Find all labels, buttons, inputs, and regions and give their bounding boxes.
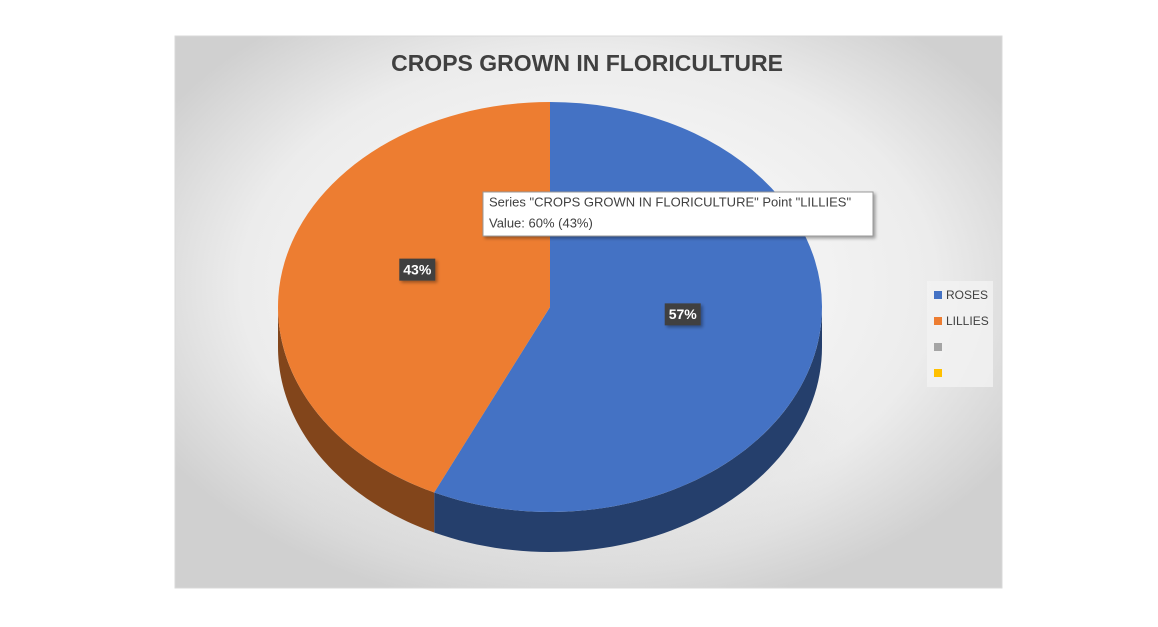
slice-side <box>434 307 822 552</box>
tooltip: Series "CROPS GROWN IN FLORICULTURE" Poi… <box>482 191 874 237</box>
legend-swatch <box>934 291 942 299</box>
data-label: 57% <box>669 306 698 322</box>
slice-side <box>278 307 435 533</box>
tooltip-line: Value: 60% (43%) <box>489 215 593 230</box>
data-labels: 57% 43% <box>399 258 701 326</box>
legend-label: ROSES <box>946 288 988 302</box>
data-label-box <box>664 303 701 326</box>
slice <box>278 102 550 493</box>
data-label-box <box>399 258 436 281</box>
legend-entries: ROSES LILLIES <box>934 288 989 377</box>
legend-label: LILLIES <box>946 314 989 328</box>
tooltip-box <box>482 191 874 237</box>
chart-title: CROPS GROWN IN FLORICULTURE <box>391 50 783 76</box>
tooltip-line: Series "CROPS GROWN IN FLORICULTURE" Poi… <box>489 194 851 209</box>
legend-swatch <box>934 369 942 377</box>
data-label: 43% <box>403 261 432 277</box>
legend-swatch <box>934 317 942 325</box>
pie <box>278 102 823 552</box>
legend-swatch <box>934 343 942 351</box>
